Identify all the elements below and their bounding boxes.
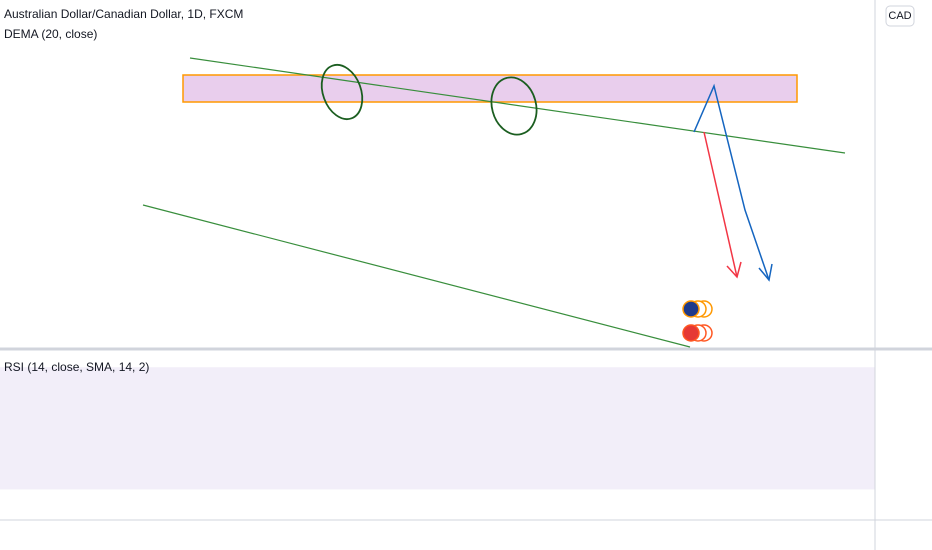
chart-title: Australian Dollar/Canadian Dollar, 1D, F… bbox=[4, 7, 243, 21]
time-axis-panel bbox=[0, 520, 932, 550]
projection-arrow bbox=[693, 83, 770, 281]
arrow-head bbox=[726, 261, 742, 279]
arrow-head bbox=[758, 263, 773, 282]
indicator-label: RSI (14, close, SMA, 14, 2) bbox=[4, 360, 149, 374]
indicator-label: DEMA (20, close) bbox=[4, 27, 97, 41]
circle-mark bbox=[490, 76, 538, 136]
currency-label[interactable]: CAD bbox=[888, 10, 911, 22]
trend-line bbox=[189, 57, 846, 154]
annotations bbox=[142, 57, 846, 348]
resistance-zone bbox=[182, 74, 798, 103]
projection-arrow bbox=[703, 131, 738, 278]
currency-button[interactable] bbox=[885, 5, 915, 27]
circle-mark bbox=[320, 63, 364, 121]
price-axis-panel bbox=[875, 0, 932, 550]
event-icon[interactable] bbox=[682, 324, 700, 342]
trend-line bbox=[142, 204, 691, 348]
event-icon[interactable] bbox=[682, 300, 700, 318]
rsi-band-fill bbox=[0, 367, 875, 490]
